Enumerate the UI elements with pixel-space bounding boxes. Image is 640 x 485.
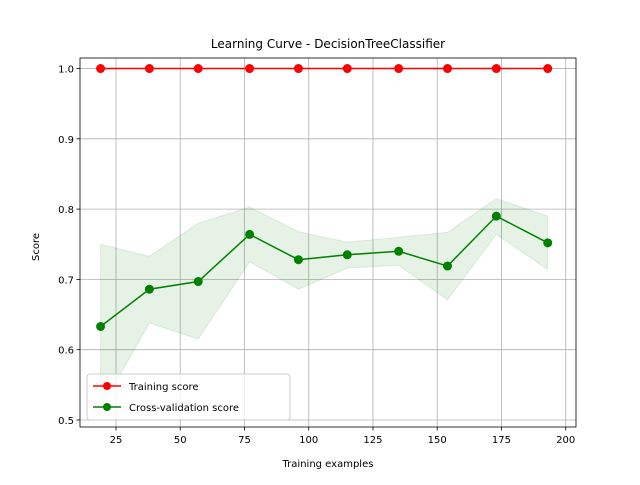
data-point [96, 64, 106, 74]
x-tick-label: 125 [363, 435, 382, 446]
x-tick-label: 25 [110, 435, 123, 446]
x-tick-label: 175 [492, 435, 511, 446]
x-tick-label: 100 [299, 435, 318, 446]
y-tick-label: 0.6 [58, 346, 74, 357]
confidence-band [100, 198, 549, 412]
legend-marker [103, 382, 111, 390]
legend-box [86, 373, 291, 421]
data-point [342, 64, 352, 74]
data-point [443, 261, 453, 271]
legend: Training score Cross-validation score [86, 373, 291, 421]
y-tick-label: 0.8 [58, 205, 74, 216]
series-line [100, 215, 549, 328]
data-point [491, 64, 501, 74]
x-axis-label: Training examples [282, 459, 374, 470]
data-point [193, 277, 203, 287]
y-axis-label: Score [31, 233, 42, 261]
axes-frame [79, 57, 577, 428]
data-point [144, 64, 154, 74]
x-tick-label: 50 [174, 435, 187, 446]
data-point [293, 64, 303, 74]
data-point [245, 64, 255, 74]
data-point [491, 211, 501, 221]
data-point [245, 229, 255, 239]
x-tick-label: 200 [556, 435, 575, 446]
y-tick-label: 0.9 [58, 135, 74, 146]
x-tick-label: 150 [428, 435, 447, 446]
legend-label: Cross-validation score [129, 403, 239, 414]
data-point [96, 321, 106, 331]
y-tick-label: 0.7 [58, 275, 74, 286]
x-tick-label: 75 [238, 435, 251, 446]
y-tick-label: 0.5 [58, 416, 74, 427]
data-point [394, 246, 404, 256]
legend-marker [103, 403, 111, 411]
data-point [394, 64, 404, 74]
data-point [543, 238, 553, 248]
chart-title: Learning Curve - DecisionTreeClassifier [211, 37, 445, 51]
data-point [193, 64, 203, 74]
data-point [342, 250, 352, 260]
y-tick-label: 1.0 [58, 65, 74, 76]
data-point [144, 284, 154, 294]
plot-area: 25 50 75 100 125 150 175 200 0.5 0.6 0.7 0.8 0.9 1.0 [58, 57, 577, 446]
data-point [293, 255, 303, 265]
data-point [543, 64, 553, 74]
legend-label: Training score [128, 382, 199, 393]
data-point [443, 64, 453, 74]
